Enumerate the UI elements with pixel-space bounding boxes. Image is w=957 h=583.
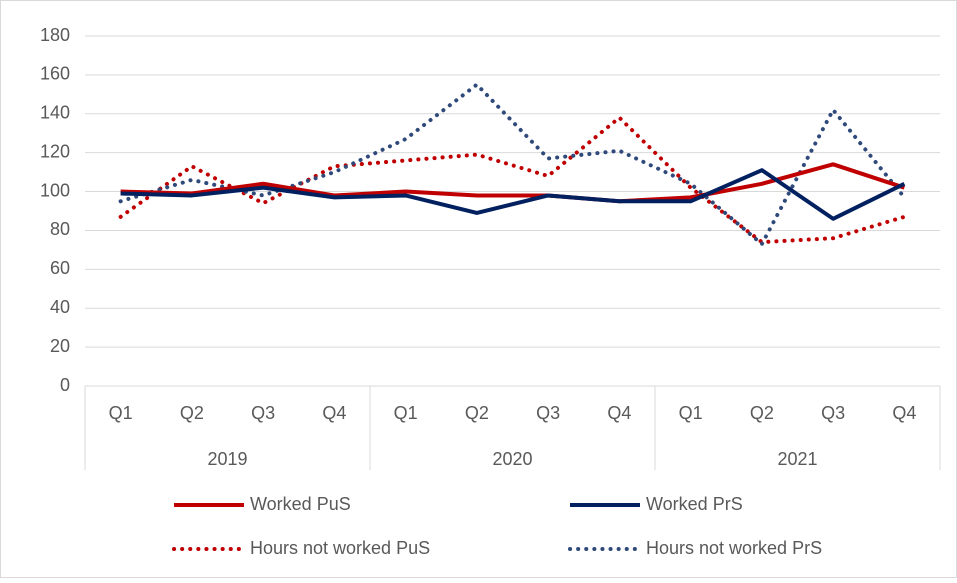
x-tick-label: Q4 [892,403,916,423]
series-line [120,168,906,221]
y-tick-label: 40 [50,297,70,317]
y-tick-label: 100 [40,180,70,200]
x-tick-label: Q3 [251,403,275,423]
x-tick-label: Q1 [109,403,133,423]
x-tick-label: Q2 [465,403,489,423]
x-tick-label: Q3 [821,403,845,423]
y-tick-label: 160 [40,64,70,84]
legend-label: Worked PuS [250,494,351,514]
x-group-label: 2020 [492,449,532,469]
series-line [118,81,907,248]
y-tick-label: 60 [50,258,70,278]
x-group-label: 2021 [777,449,817,469]
y-tick-label: 80 [50,219,70,239]
x-tick-label: Q4 [322,403,346,423]
legend-label: Hours not worked PuS [250,538,430,558]
x-tick-label: Q2 [180,403,204,423]
y-tick-label: 20 [50,336,70,356]
legend-label: Hours not worked PrS [646,538,822,558]
legend-label: Worked PrS [646,494,743,514]
x-tick-label: Q1 [679,403,703,423]
y-tick-label: 120 [40,141,70,161]
x-group-label: 2019 [207,449,247,469]
y-tick-label: 180 [40,25,70,45]
x-tick-label: Q4 [607,403,631,423]
series-line [118,114,907,245]
x-tick-label: Q2 [750,403,774,423]
x-tick-label: Q3 [536,403,560,423]
y-tick-label: 0 [60,375,70,395]
y-tick-label: 140 [40,103,70,123]
x-tick-label: Q1 [394,403,418,423]
